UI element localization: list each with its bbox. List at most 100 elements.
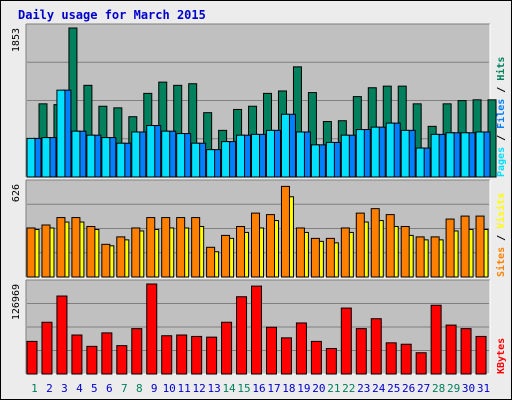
bar-kbytes-day-11	[176, 334, 188, 375]
bar-pages-day-15	[236, 134, 246, 178]
bar-pages-day-19	[295, 131, 305, 178]
bar-kbytes-day-18	[280, 337, 292, 375]
bar-pages-day-20	[310, 144, 320, 178]
bar-pages-day-10	[161, 130, 171, 178]
bar-sites-day-7	[116, 236, 126, 278]
bar-kbytes-day-17	[265, 326, 277, 375]
bar-kbytes-day-16	[251, 285, 263, 375]
bar-pages-day-6	[101, 137, 111, 178]
bar-sites-day-29	[445, 218, 455, 278]
x-tick-label-day-28: 28	[432, 382, 445, 395]
bar-sites-day-27	[415, 236, 425, 278]
x-tick-label-day-17: 17	[267, 382, 280, 395]
y-axis-legend: Pages / Files / Hits	[495, 57, 507, 177]
bar-sites-day-3	[56, 217, 66, 278]
bar-sites-day-9	[146, 217, 156, 278]
bar-kbytes-day-27	[415, 352, 427, 375]
bar-kbytes-day-23	[355, 328, 367, 375]
legend-part: Hits	[495, 57, 507, 81]
bar-pages-day-3	[56, 89, 66, 178]
bar-kbytes-day-2	[41, 321, 53, 375]
x-tick-label-day-26: 26	[402, 382, 415, 395]
bar-kbytes-day-8	[131, 328, 143, 375]
x-tick-label-day-24: 24	[372, 382, 386, 395]
bar-sites-day-18	[280, 185, 290, 278]
x-tick-label-day-11: 11	[178, 382, 191, 395]
bar-sites-day-20	[310, 237, 320, 278]
bar-pages-day-25	[385, 122, 395, 178]
bar-pages-day-28	[430, 133, 440, 178]
bar-pages-day-30	[460, 132, 470, 178]
x-tick-label-day-25: 25	[387, 382, 400, 395]
x-tick-label-day-22: 22	[342, 382, 355, 395]
x-tick-label-day-3: 3	[61, 382, 68, 395]
legend-part: KBytes	[496, 338, 507, 374]
bar-sites-day-30	[460, 215, 470, 278]
bar-sites-day-2	[41, 224, 51, 278]
x-tick-label-day-2: 2	[46, 382, 53, 395]
bar-pages-day-23	[355, 129, 365, 178]
bar-sites-day-25	[385, 214, 395, 278]
bar-kbytes-day-13	[206, 336, 218, 375]
x-tick-label-day-20: 20	[312, 382, 325, 395]
bar-sites-day-10	[161, 217, 171, 278]
bar-sites-day-11	[176, 217, 186, 278]
legend-part: /	[496, 129, 507, 147]
bar-sites-day-8	[131, 227, 141, 278]
x-tick-label-day-10: 10	[163, 382, 176, 395]
bar-sites-day-13	[206, 246, 216, 278]
x-tick-label-day-15: 15	[237, 382, 250, 395]
bar-sites-day-26	[400, 225, 410, 278]
bar-sites-day-4	[71, 217, 81, 278]
bar-kbytes-day-9	[146, 283, 158, 375]
y-axis-legend: Sites / Visits	[495, 193, 507, 277]
bar-kbytes-day-10	[161, 335, 173, 375]
bar-pages-day-29	[445, 132, 455, 178]
bar-sites-day-1	[26, 227, 36, 278]
x-tick-label-day-9: 9	[151, 382, 158, 395]
x-tick-label-day-13: 13	[207, 382, 220, 395]
bar-sites-day-21	[325, 237, 335, 278]
bar-sites-day-24	[370, 208, 380, 278]
bar-kbytes-day-7	[116, 345, 128, 375]
legend-part: Files	[495, 99, 507, 129]
bar-kbytes-day-21	[325, 347, 337, 375]
bar-pages-day-4	[71, 130, 81, 178]
bar-kbytes-day-15	[236, 296, 248, 375]
y-max-label: 126969	[11, 284, 22, 320]
bar-pages-day-9	[146, 125, 156, 178]
bar-pages-day-31	[475, 131, 485, 178]
x-tick-label-day-23: 23	[357, 382, 370, 395]
x-tick-label-day-30: 30	[462, 382, 475, 395]
x-tick-label-day-8: 8	[136, 382, 143, 395]
x-tick-label-day-7: 7	[121, 382, 128, 395]
x-tick-label-day-21: 21	[327, 382, 340, 395]
chart-title: Daily usage for March 2015	[18, 8, 206, 22]
bar-sites-day-19	[295, 227, 305, 278]
bar-kbytes-day-12	[191, 335, 203, 375]
bar-kbytes-day-30	[460, 328, 472, 375]
bar-sites-day-28	[430, 236, 440, 278]
legend-part: Visits	[495, 193, 507, 229]
bar-pages-day-14	[221, 141, 231, 178]
bar-kbytes-day-4	[71, 334, 83, 375]
bar-sites-day-16	[251, 212, 261, 278]
bar-kbytes-day-19	[295, 322, 307, 375]
bar-sites-day-17	[265, 214, 275, 278]
bar-sites-day-15	[236, 225, 246, 278]
bar-kbytes-day-26	[400, 343, 412, 375]
x-tick-label-day-1: 1	[31, 382, 38, 395]
x-tick-label-day-4: 4	[76, 382, 83, 395]
bar-pages-day-1	[26, 137, 36, 178]
bar-kbytes-day-24	[370, 318, 382, 375]
bar-sites-day-5	[86, 225, 96, 278]
bar-sites-day-14	[221, 234, 231, 278]
x-tick-label-day-6: 6	[106, 382, 113, 395]
bar-sites-day-31	[475, 215, 485, 278]
bar-pages-day-12	[191, 142, 201, 178]
bar-sites-day-22	[340, 227, 350, 278]
x-tick-label-day-18: 18	[282, 382, 295, 395]
x-tick-label-day-29: 29	[447, 382, 460, 395]
bar-kbytes-day-6	[101, 332, 113, 375]
